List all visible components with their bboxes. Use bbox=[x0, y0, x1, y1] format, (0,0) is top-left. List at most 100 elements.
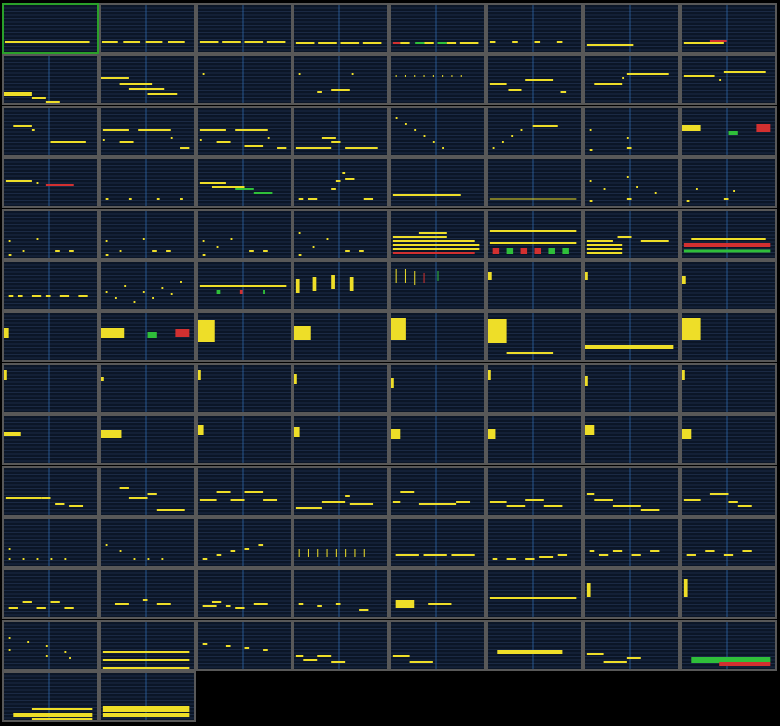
clip-thumbnail[interactable] bbox=[195, 157, 293, 209]
clip-thumbnail[interactable] bbox=[195, 311, 293, 363]
clip-thumbnail[interactable] bbox=[2, 517, 99, 568]
clip-thumbnail[interactable] bbox=[486, 105, 583, 157]
clip-thumbnail[interactable] bbox=[679, 54, 777, 106]
clip-thumbnail[interactable] bbox=[486, 414, 583, 466]
clip-thumbnail[interactable] bbox=[98, 105, 196, 157]
clip-thumbnail[interactable] bbox=[98, 260, 196, 311]
clip-thumbnail[interactable] bbox=[389, 465, 487, 517]
clip-thumbnail[interactable] bbox=[679, 414, 777, 466]
clip-thumbnail[interactable] bbox=[195, 3, 293, 54]
clip-thumbnail[interactable] bbox=[582, 3, 680, 54]
clip-thumbnail[interactable] bbox=[679, 362, 777, 414]
clip-thumbnail[interactable] bbox=[98, 619, 196, 671]
clip-thumbnail[interactable] bbox=[679, 3, 777, 54]
clip-thumbnail[interactable] bbox=[389, 619, 487, 671]
clip-thumbnail[interactable] bbox=[98, 568, 196, 620]
clip-thumbnail[interactable] bbox=[679, 260, 777, 311]
clip-thumbnail[interactable] bbox=[389, 3, 487, 54]
clip-thumbnail[interactable] bbox=[582, 311, 680, 363]
clip-thumbnail[interactable] bbox=[486, 3, 583, 54]
clip-thumbnail[interactable] bbox=[679, 568, 777, 620]
clip-thumbnail[interactable] bbox=[292, 619, 390, 671]
clip-thumbnail[interactable] bbox=[195, 260, 293, 311]
clip-thumbnail[interactable] bbox=[195, 517, 293, 568]
clip-thumbnail[interactable] bbox=[292, 105, 390, 157]
clip-thumbnail[interactable] bbox=[195, 105, 293, 157]
clip-thumbnail[interactable] bbox=[98, 671, 196, 723]
clip-thumbnail[interactable] bbox=[2, 260, 99, 311]
clip-thumbnail[interactable] bbox=[2, 465, 99, 517]
clip-thumbnail[interactable] bbox=[195, 414, 293, 466]
clip-thumbnail[interactable] bbox=[679, 311, 777, 363]
clip-thumbnail[interactable] bbox=[195, 619, 293, 671]
clip-thumbnail[interactable] bbox=[2, 619, 99, 671]
clip-thumbnail[interactable] bbox=[679, 517, 777, 568]
clip-thumbnail[interactable] bbox=[582, 362, 680, 414]
clip-thumbnail[interactable] bbox=[292, 3, 390, 54]
clip-thumbnail[interactable] bbox=[195, 208, 293, 260]
clip-thumbnail[interactable] bbox=[582, 517, 680, 568]
clip-thumbnail[interactable] bbox=[2, 311, 99, 363]
clip-thumbnail[interactable] bbox=[389, 517, 487, 568]
clip-thumbnail[interactable] bbox=[2, 105, 99, 157]
clip-thumbnail[interactable] bbox=[98, 54, 196, 106]
clip-thumbnail[interactable] bbox=[389, 362, 487, 414]
clip-thumbnail[interactable] bbox=[292, 260, 390, 311]
clip-thumbnail[interactable] bbox=[98, 157, 196, 209]
clip-thumbnail[interactable] bbox=[389, 260, 487, 311]
clip-thumbnail[interactable] bbox=[486, 568, 583, 620]
clip-thumbnail[interactable] bbox=[486, 362, 583, 414]
clip-thumbnail[interactable] bbox=[2, 671, 99, 723]
clip-thumbnail[interactable] bbox=[582, 619, 680, 671]
clip-thumbnail[interactable] bbox=[582, 414, 680, 466]
clip-thumbnail[interactable] bbox=[98, 3, 196, 54]
clip-thumbnail[interactable] bbox=[195, 54, 293, 106]
clip-thumbnail[interactable] bbox=[195, 362, 293, 414]
clip-thumbnail[interactable] bbox=[582, 465, 680, 517]
clip-thumbnail[interactable] bbox=[98, 208, 196, 260]
clip-thumbnail[interactable] bbox=[292, 208, 390, 260]
clip-thumbnail[interactable] bbox=[2, 3, 99, 54]
clip-thumbnail[interactable] bbox=[292, 517, 390, 568]
clip-thumbnail[interactable] bbox=[2, 157, 99, 209]
clip-thumbnail[interactable] bbox=[582, 568, 680, 620]
clip-thumbnail[interactable] bbox=[292, 568, 390, 620]
clip-thumbnail[interactable] bbox=[582, 208, 680, 260]
clip-thumbnail[interactable] bbox=[582, 157, 680, 209]
clip-thumbnail[interactable] bbox=[486, 619, 583, 671]
clip-thumbnail[interactable] bbox=[486, 54, 583, 106]
clip-thumbnail[interactable] bbox=[679, 157, 777, 209]
clip-thumbnail[interactable] bbox=[195, 568, 293, 620]
clip-thumbnail[interactable] bbox=[486, 157, 583, 209]
clip-thumbnail[interactable] bbox=[292, 157, 390, 209]
clip-thumbnail[interactable] bbox=[486, 517, 583, 568]
clip-thumbnail[interactable] bbox=[2, 362, 99, 414]
clip-thumbnail[interactable] bbox=[582, 54, 680, 106]
clip-thumbnail[interactable] bbox=[679, 619, 777, 671]
clip-thumbnail[interactable] bbox=[486, 311, 583, 363]
clip-thumbnail[interactable] bbox=[679, 208, 777, 260]
clip-thumbnail[interactable] bbox=[2, 208, 99, 260]
clip-thumbnail[interactable] bbox=[98, 311, 196, 363]
clip-thumbnail[interactable] bbox=[2, 54, 99, 106]
clip-thumbnail[interactable] bbox=[679, 465, 777, 517]
clip-thumbnail[interactable] bbox=[486, 465, 583, 517]
clip-thumbnail[interactable] bbox=[486, 208, 583, 260]
clip-thumbnail[interactable] bbox=[389, 105, 487, 157]
clip-thumbnail[interactable] bbox=[98, 414, 196, 466]
clip-thumbnail[interactable] bbox=[98, 362, 196, 414]
clip-thumbnail[interactable] bbox=[195, 465, 293, 517]
clip-thumbnail[interactable] bbox=[292, 362, 390, 414]
clip-thumbnail[interactable] bbox=[582, 260, 680, 311]
clip-thumbnail[interactable] bbox=[486, 260, 583, 311]
clip-thumbnail[interactable] bbox=[2, 414, 99, 466]
clip-thumbnail[interactable] bbox=[389, 568, 487, 620]
clip-thumbnail[interactable] bbox=[292, 414, 390, 466]
clip-thumbnail[interactable] bbox=[389, 54, 487, 106]
clip-thumbnail[interactable] bbox=[292, 465, 390, 517]
clip-thumbnail[interactable] bbox=[389, 157, 487, 209]
clip-thumbnail[interactable] bbox=[98, 517, 196, 568]
clip-thumbnail[interactable] bbox=[98, 465, 196, 517]
clip-thumbnail[interactable] bbox=[582, 105, 680, 157]
clip-thumbnail[interactable] bbox=[389, 208, 487, 260]
